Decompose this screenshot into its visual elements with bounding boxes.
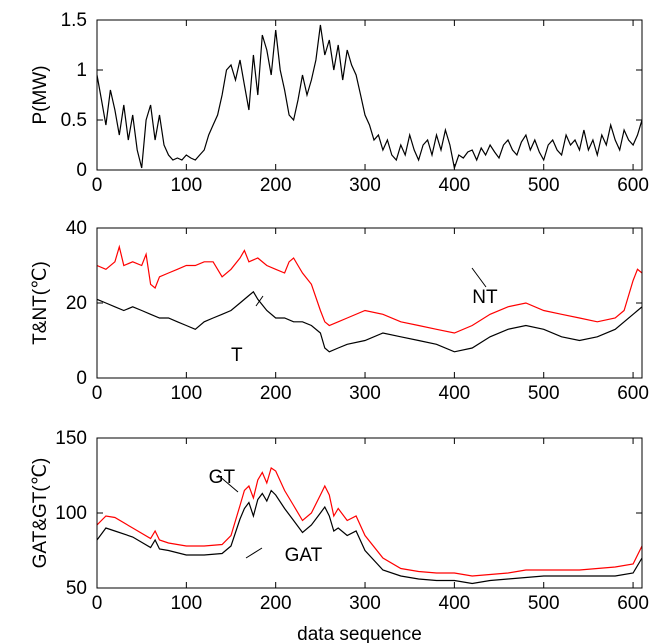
chart-panel-2: 0 100 200 300 400 500 600 0 20 40 T&NT(℃) NT T <box>30 218 649 404</box>
y-tick-label: 50 <box>66 578 87 599</box>
plot-frame <box>96 437 643 589</box>
x-tick-label: 200 <box>260 383 292 404</box>
x-tick-label: 500 <box>528 383 560 404</box>
y-tick-label: 100 <box>55 503 87 524</box>
x-tick-label: 200 <box>260 593 292 614</box>
x-tick-label: 100 <box>170 175 202 196</box>
x-tick-label: 600 <box>617 383 649 404</box>
y-tick-label: 1.5 <box>61 10 87 31</box>
x-tick-label: 400 <box>439 593 471 614</box>
x-tick-label: 100 <box>170 383 202 404</box>
x-tick-label: 400 <box>439 383 471 404</box>
y-axis-label: T&NT(℃) <box>30 261 51 345</box>
x-tick-label: 400 <box>439 175 471 196</box>
x-tick-label: 300 <box>349 383 381 404</box>
y-tick-label: 0.5 <box>61 110 87 131</box>
x-tick-label: 0 <box>92 175 103 196</box>
y-tick-label: 40 <box>66 218 87 239</box>
y-tick-label: 0 <box>76 160 87 181</box>
x-tick-label: 600 <box>617 175 649 196</box>
series-line-p-1 <box>97 24 642 170</box>
x-tick-label: 500 <box>528 593 560 614</box>
x-tick-label: 600 <box>617 593 649 614</box>
annotation-pointer <box>255 295 264 307</box>
y-tick-label: 20 <box>66 293 87 314</box>
x-tick-label: 0 <box>92 383 103 404</box>
y-tick-label: 1 <box>76 60 87 81</box>
series-line-gat-3 <box>97 489 642 585</box>
x-axis-label: data sequence <box>297 624 422 643</box>
annotation-pointer <box>245 547 263 559</box>
series-line-t-2 <box>97 290 642 353</box>
plot-frame <box>96 227 643 379</box>
y-axis-label: P(MW) <box>30 65 51 124</box>
x-tick-label: 100 <box>170 593 202 614</box>
annotation-pointer <box>471 267 487 288</box>
plot-frame <box>96 19 643 171</box>
series-line-nt-2 <box>97 244 642 334</box>
x-tick-label: 500 <box>528 175 560 196</box>
annotation-nt: NT <box>472 287 498 308</box>
x-tick-label: 300 <box>349 593 381 614</box>
y-tick-label: 0 <box>76 368 87 389</box>
annotation-gt: GT <box>209 467 236 488</box>
annotation-gat: GAT <box>285 545 323 566</box>
series-line-gt-3 <box>97 467 642 577</box>
y-axis-label: GAT&GT(℃) <box>30 458 51 569</box>
x-tick-label: 200 <box>260 175 292 196</box>
y-tick-label: 150 <box>55 428 87 449</box>
annotation-t: T <box>231 345 243 366</box>
chart-panel-1: 0 100 200 300 400 500 600 0 0.5 1 1.5 P(MW) <box>30 10 649 196</box>
annotation-pointer <box>217 474 239 493</box>
x-tick-label: 0 <box>92 593 103 614</box>
x-tick-label: 300 <box>349 175 381 196</box>
